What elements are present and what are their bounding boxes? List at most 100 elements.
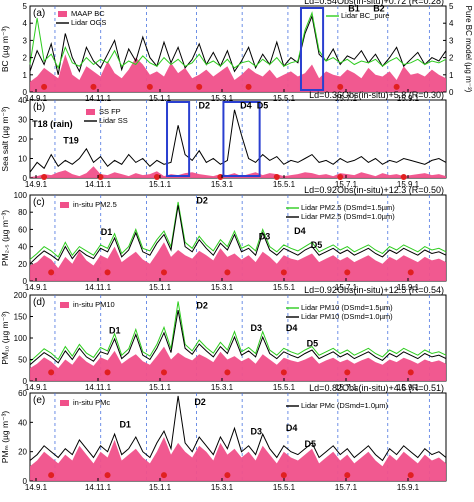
x-tick-label: 14.11.1 bbox=[85, 483, 112, 492]
x-tick-label: 15.9.1 bbox=[397, 180, 420, 189]
marker-dot bbox=[344, 369, 351, 376]
y2-tick-label: 2 bbox=[449, 54, 454, 63]
marker-dot bbox=[146, 83, 153, 90]
x-tick-label: 15.7.1 bbox=[335, 94, 358, 103]
marker-dot bbox=[344, 472, 351, 479]
x-tick-label: 15.9.1 bbox=[397, 94, 420, 103]
x-tick-label: 15.7.1 bbox=[335, 483, 358, 492]
marker-dot bbox=[393, 83, 400, 90]
legend-label: Lidar PM2.5 (DSmd=1.0µm) bbox=[301, 212, 395, 221]
marker-dot bbox=[97, 174, 104, 181]
y-tick-label: 0 bbox=[23, 477, 28, 486]
legend-label: Lidar BC_pure bbox=[341, 11, 389, 20]
y-tick-label: 5 bbox=[23, 2, 28, 11]
x-tick-label: 15.5.1 bbox=[273, 283, 296, 292]
series-fill-0 bbox=[30, 346, 446, 381]
x-tick-label: 14.9.1 bbox=[25, 383, 48, 392]
marker-dot bbox=[153, 174, 160, 181]
annotation-label: D5 bbox=[307, 338, 319, 348]
marker-dot bbox=[90, 83, 97, 90]
legend-swatch bbox=[60, 302, 69, 308]
annotation-label: D2 bbox=[194, 397, 206, 407]
legend-label: MAAP BC bbox=[71, 9, 105, 18]
marker-dot bbox=[407, 472, 414, 479]
x-tick-label: 15.3.1 bbox=[211, 94, 234, 103]
y-axis-label: PMₘ (µg m⁻³) bbox=[0, 411, 10, 464]
legend-label: Lidar PMc (DSmd=1.0µm) bbox=[301, 401, 389, 410]
panel-letter: (e) bbox=[33, 395, 45, 406]
y-tick-label: 0 bbox=[23, 88, 28, 97]
series-fill-0 bbox=[30, 437, 446, 481]
y-tick-label: 3 bbox=[23, 36, 28, 45]
marker-dot bbox=[280, 269, 287, 276]
regression-text: Ld=0.92Obs(in-situ)+12.5 (R=0.54) bbox=[304, 285, 444, 295]
marker-dot bbox=[160, 369, 167, 376]
legend-label: in-situ PM2.5 bbox=[73, 200, 117, 209]
x-tick-label: 15.1.1 bbox=[149, 283, 172, 292]
marker-dot bbox=[41, 174, 48, 181]
x-tick-label: 15.7.1 bbox=[335, 180, 358, 189]
y-tick-label: 1 bbox=[23, 71, 28, 80]
y-tick-label: 100 bbox=[14, 334, 28, 343]
marker-dot bbox=[196, 83, 203, 90]
x-tick-label: 15.3.1 bbox=[211, 483, 234, 492]
y2-axis-label: Pure BC model (µg m⁻³) bbox=[464, 6, 473, 93]
marker-dot bbox=[160, 269, 167, 276]
annotation-label: B2 bbox=[373, 4, 385, 14]
annotation-label: D2 bbox=[196, 300, 208, 310]
legend-swatch bbox=[86, 109, 95, 115]
annotation-label: D1 bbox=[101, 227, 113, 237]
annotation-label: D4 bbox=[286, 423, 298, 433]
legend-label: in-situ PM10 bbox=[73, 300, 115, 309]
legend-label: Lidar SS bbox=[99, 116, 128, 125]
y2-tick-label: 4 bbox=[449, 19, 454, 28]
annotation-label: D3 bbox=[259, 231, 271, 241]
annotation-label: B1 bbox=[348, 4, 360, 14]
panel-letter: (b) bbox=[33, 102, 45, 113]
marker-dot bbox=[273, 174, 280, 181]
series-line-1 bbox=[29, 301, 447, 362]
annotation-label: T19 bbox=[63, 136, 79, 146]
x-tick-label: 15.5.1 bbox=[273, 180, 296, 189]
series-line-1 bbox=[29, 14, 447, 75]
x-tick-label: 14.9.1 bbox=[25, 180, 48, 189]
regression-text: Ld=0.36Obs(in-situ)+5.8 (R=0.30) bbox=[309, 90, 444, 100]
highlight-box bbox=[299, 7, 325, 91]
y2-tick-label: 5 bbox=[449, 2, 454, 11]
marker-dot bbox=[400, 174, 407, 181]
y-tick-label: 50 bbox=[18, 356, 27, 365]
marker-dot bbox=[344, 269, 351, 276]
y-tick-label: 30 bbox=[18, 116, 27, 125]
y-tick-label: 60 bbox=[18, 225, 27, 234]
y-axis-label: PM₁₀ (µg m⁻³) bbox=[0, 311, 10, 365]
y-tick-label: 40 bbox=[18, 418, 27, 427]
legend-label: Lidar PM10 (DSmd=1.5µm) bbox=[301, 303, 393, 312]
y-tick-label: 20 bbox=[18, 135, 27, 144]
marker-dot bbox=[160, 472, 167, 479]
x-tick-label: 15.5.1 bbox=[273, 94, 296, 103]
x-tick-label: 14.9.1 bbox=[25, 483, 48, 492]
marker-dot bbox=[224, 472, 231, 479]
annotation-label: D1 bbox=[109, 325, 121, 335]
x-tick-label: 14.9.1 bbox=[25, 94, 48, 103]
legend-label: Lidar OGS bbox=[71, 18, 106, 27]
y2-tick-label: 3 bbox=[449, 36, 454, 45]
series-line-1 bbox=[29, 201, 447, 260]
annotation-label: D1 bbox=[119, 420, 131, 430]
y-tick-label: 2 bbox=[23, 54, 28, 63]
annotation-label: D5 bbox=[257, 100, 269, 110]
regression-text: Ld=0.92Obs(in-situ)+12.3 (R=0.50) bbox=[304, 185, 444, 195]
marker-dot bbox=[407, 369, 414, 376]
legend-label: SS FP bbox=[99, 107, 121, 116]
x-tick-label: 15.3.1 bbox=[211, 180, 234, 189]
marker-dot bbox=[280, 369, 287, 376]
annotation-label: D2 bbox=[196, 195, 208, 205]
marker-dot bbox=[41, 83, 48, 90]
annotation-label: T18 (rain) bbox=[32, 119, 73, 129]
x-tick-label: 15.3.1 bbox=[211, 283, 234, 292]
marker-dot bbox=[48, 369, 55, 376]
y-tick-label: 150 bbox=[14, 313, 28, 322]
marker-dot bbox=[407, 269, 414, 276]
series-line-2 bbox=[29, 205, 447, 265]
